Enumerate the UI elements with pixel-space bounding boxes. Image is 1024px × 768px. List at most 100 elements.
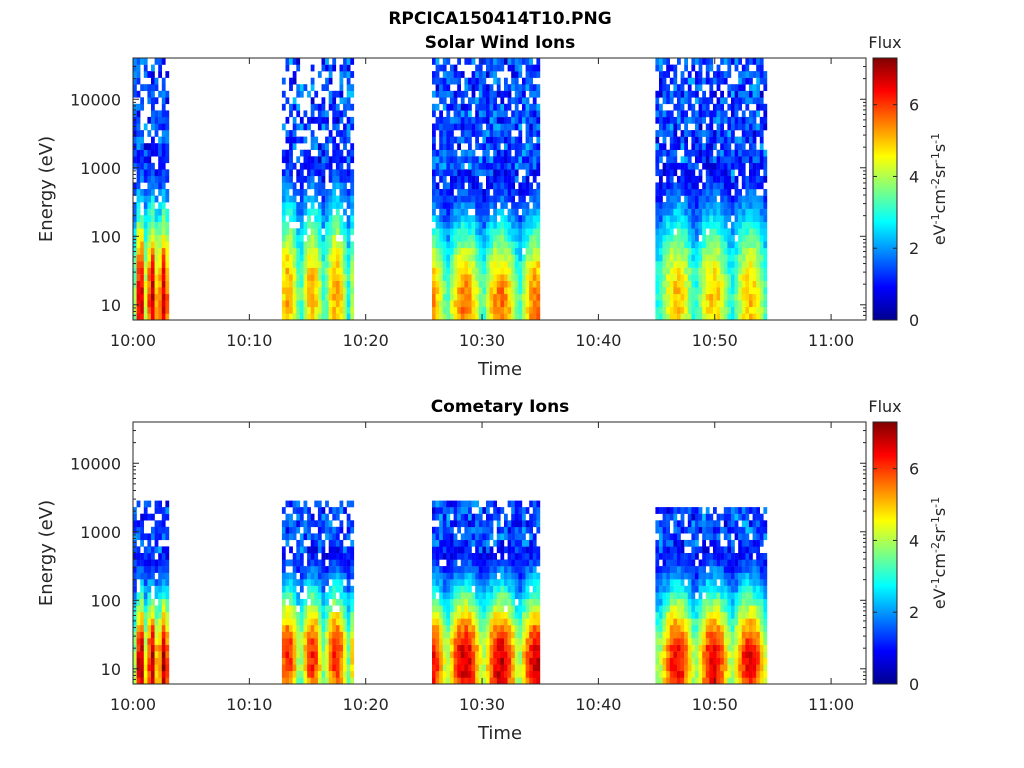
heatmap-cell bbox=[731, 169, 735, 177]
heatmap-cell bbox=[335, 553, 340, 560]
heatmap-cell bbox=[307, 651, 311, 658]
heatmap-cell bbox=[136, 293, 141, 301]
heatmap-cell bbox=[453, 585, 458, 593]
heatmap-cell bbox=[727, 169, 732, 177]
heatmap-cell bbox=[147, 90, 152, 98]
heatmap-cell bbox=[158, 612, 162, 619]
heatmap-cell bbox=[522, 254, 526, 262]
heatmap-cell bbox=[709, 195, 714, 203]
heatmap-cell bbox=[289, 261, 293, 268]
heatmap-cell bbox=[493, 90, 497, 98]
heatmap-cell bbox=[289, 254, 293, 262]
heatmap-cell bbox=[673, 677, 678, 685]
heatmap-cell bbox=[749, 130, 753, 137]
heatmap-cell bbox=[468, 84, 472, 91]
heatmap-cell bbox=[673, 241, 678, 249]
heatmap-cell bbox=[525, 97, 530, 105]
heatmap-cell bbox=[662, 123, 667, 131]
heatmap-cell bbox=[511, 182, 515, 190]
heatmap-cell bbox=[507, 644, 512, 652]
heatmap-cell bbox=[296, 293, 301, 301]
heatmap-cell bbox=[158, 71, 162, 78]
heatmap-cell bbox=[299, 618, 304, 626]
heatmap-cell bbox=[731, 234, 735, 242]
heatmap-cell bbox=[450, 189, 454, 196]
heatmap-cell bbox=[328, 130, 333, 137]
heatmap-cell bbox=[687, 182, 692, 190]
heatmap-cell bbox=[143, 625, 148, 632]
heatmap-cell bbox=[482, 638, 487, 645]
heatmap-cell bbox=[439, 208, 443, 216]
heatmap-cell bbox=[489, 526, 494, 534]
heatmap-cell bbox=[289, 664, 293, 672]
heatmap-cell bbox=[522, 670, 526, 678]
heatmap-cell bbox=[136, 136, 141, 144]
heatmap-cell bbox=[662, 651, 667, 658]
heatmap-cell bbox=[281, 605, 286, 613]
heatmap-cell bbox=[281, 261, 286, 268]
heatmap-cell bbox=[143, 71, 148, 78]
heatmap-cell bbox=[339, 553, 344, 560]
heatmap-cell bbox=[666, 202, 670, 209]
heatmap-cell bbox=[677, 247, 681, 255]
heatmap-cell bbox=[475, 136, 479, 144]
heatmap-cell bbox=[720, 58, 724, 65]
heatmap-cell bbox=[292, 625, 297, 632]
heatmap-cell bbox=[307, 195, 311, 203]
heatmap-cell bbox=[723, 274, 728, 281]
heatmap-cell bbox=[281, 280, 286, 288]
heatmap-cell bbox=[511, 77, 515, 85]
heatmap-cell bbox=[460, 657, 465, 665]
heatmap-cell bbox=[525, 657, 530, 665]
heatmap-cell bbox=[296, 677, 301, 685]
heatmap-cell bbox=[296, 313, 301, 321]
heatmap-cell bbox=[666, 300, 670, 308]
heatmap-cell bbox=[453, 313, 458, 321]
heatmap-cell bbox=[507, 162, 512, 170]
heatmap-cell bbox=[446, 612, 451, 619]
heatmap-cell bbox=[482, 605, 487, 613]
heatmap-cell bbox=[532, 631, 537, 639]
heatmap-cell bbox=[493, 130, 497, 137]
heatmap-cell bbox=[471, 605, 476, 613]
heatmap-cell bbox=[453, 638, 458, 645]
heatmap-cell bbox=[536, 189, 541, 196]
heatmap-cell bbox=[673, 215, 678, 222]
heatmap-cell bbox=[518, 254, 523, 262]
heatmap-cell bbox=[666, 149, 670, 157]
heatmap-cell bbox=[763, 241, 768, 249]
heatmap-cell bbox=[439, 241, 443, 249]
heatmap-cell bbox=[310, 657, 315, 665]
heatmap-cell bbox=[457, 247, 461, 255]
heatmap-cell bbox=[500, 579, 505, 586]
heatmap-cell bbox=[522, 84, 526, 91]
heatmap-cell bbox=[687, 247, 692, 255]
heatmap-cell bbox=[525, 143, 530, 150]
heatmap-cell bbox=[691, 116, 696, 124]
heatmap-cell bbox=[310, 110, 315, 118]
heatmap-cell bbox=[299, 175, 304, 183]
heatmap-cell bbox=[493, 254, 497, 262]
heatmap-cell bbox=[684, 175, 688, 183]
heatmap-cell bbox=[713, 71, 717, 78]
heatmap-cell bbox=[281, 123, 286, 131]
heatmap-cell bbox=[435, 631, 440, 639]
heatmap-cell bbox=[756, 293, 760, 301]
heatmap-cell bbox=[296, 500, 301, 508]
heatmap-cell bbox=[669, 261, 674, 268]
heatmap-cell bbox=[471, 267, 476, 275]
heatmap-cell bbox=[446, 306, 451, 314]
heatmap-cell bbox=[666, 644, 670, 652]
heatmap-cell bbox=[147, 97, 152, 105]
heatmap-cell bbox=[151, 625, 155, 632]
heatmap-cell bbox=[489, 553, 494, 560]
heatmap-cell bbox=[493, 97, 497, 105]
heatmap-cell bbox=[536, 605, 541, 613]
heatmap-cell bbox=[346, 585, 351, 593]
heatmap-cell bbox=[500, 215, 505, 222]
heatmap-cell bbox=[500, 566, 505, 573]
heatmap-cell bbox=[346, 612, 351, 619]
heatmap-cell bbox=[289, 103, 293, 111]
heatmap-cell bbox=[493, 123, 497, 131]
heatmap-cell bbox=[716, 175, 721, 183]
